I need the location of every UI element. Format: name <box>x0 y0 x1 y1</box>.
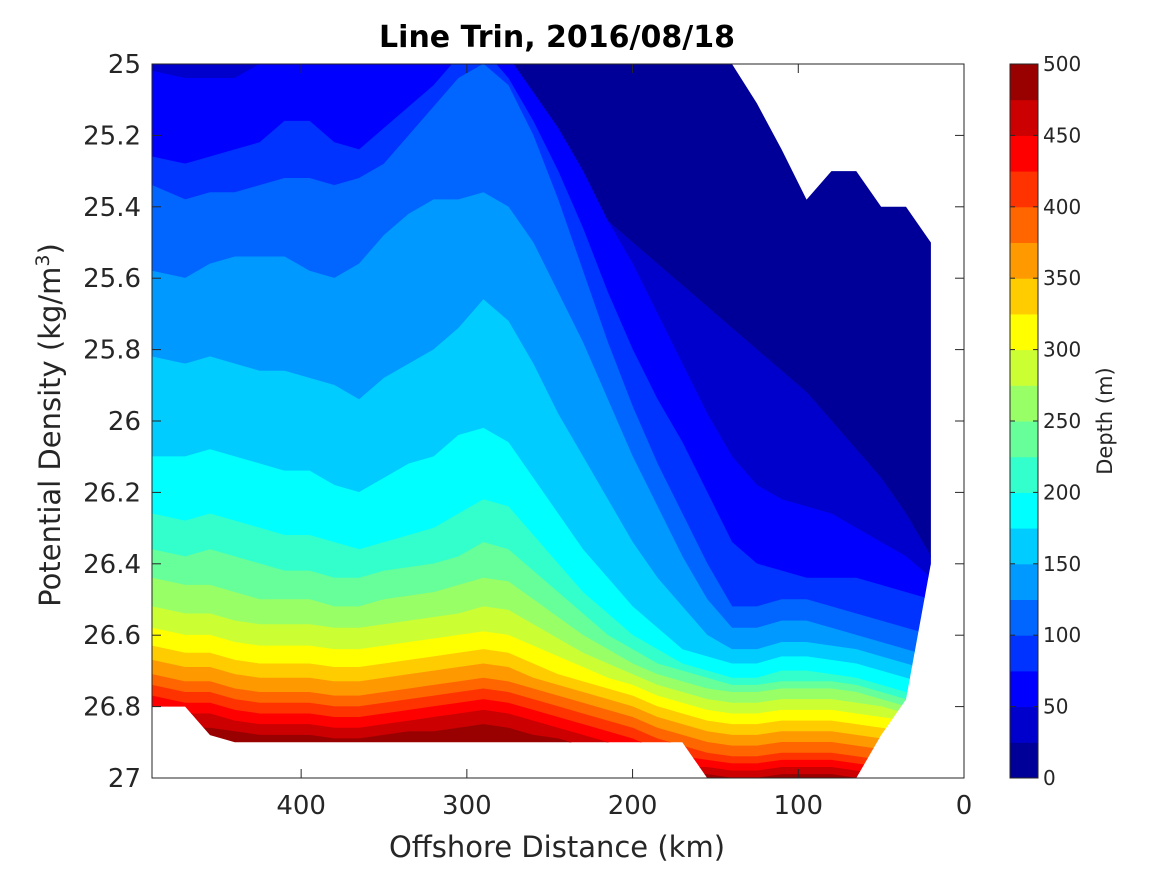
colorbar-label: Depth (m) <box>1093 367 1117 474</box>
contour-band <box>152 64 931 579</box>
x-axis-label: Offshore Distance (km) <box>389 830 725 864</box>
y-tick-label: 25.2 <box>83 121 141 151</box>
colorbar-segment <box>1010 99 1038 136</box>
colorbar-tick-label: 50 <box>1043 695 1068 719</box>
colorbar-segment <box>1010 278 1038 315</box>
x-tick-label: 200 <box>608 791 658 821</box>
y-axis-label-sup: 3 <box>32 254 54 266</box>
colorbar-segment <box>1010 563 1038 600</box>
y-axis-label: Potential Density (kg/m3) <box>32 243 67 607</box>
plot-area <box>152 64 964 778</box>
colorbar-segment <box>1010 492 1038 529</box>
x-tick-label: 0 <box>956 791 973 821</box>
y-tick-label: 26.6 <box>83 621 141 651</box>
y-tick-label: 26 <box>108 407 141 437</box>
colorbar-tick-label: 400 <box>1043 195 1081 219</box>
contour-band <box>152 64 931 558</box>
y-tick-label: 25.6 <box>83 264 141 294</box>
colorbar-segment <box>1010 706 1038 743</box>
colorbar: 0 50 100 150 200 250 300 350 400 450 500 <box>1009 52 1081 790</box>
colorbar-segment <box>1010 742 1038 779</box>
colorbar-segment <box>1010 599 1038 636</box>
colorbar-segment <box>1010 313 1038 351</box>
colorbar-tick-label: 500 <box>1043 52 1081 76</box>
colorbar-segment <box>1010 135 1038 172</box>
y-tick-label: 25.4 <box>83 193 141 223</box>
y-tick-label: 27 <box>108 764 141 794</box>
colorbar-segment <box>1010 670 1038 708</box>
colorbar-segment <box>1010 635 1038 672</box>
colorbar-segment <box>1010 421 1038 458</box>
x-tick-label: 100 <box>773 791 823 821</box>
colorbar-segment <box>1010 206 1038 243</box>
colorbar-segment <box>1010 171 1038 208</box>
y-tick-label: 25 <box>108 50 141 80</box>
colorbar-segment <box>1010 385 1038 422</box>
x-tick-label: 400 <box>276 791 326 821</box>
y-tick-label: 25.8 <box>83 336 141 366</box>
y-tick-label: 26.2 <box>83 478 141 508</box>
y-axis-label-close: ) <box>33 243 67 254</box>
colorbar-tick-label: 450 <box>1043 123 1081 147</box>
colorbar-segment <box>1010 242 1038 279</box>
colorbar-segment <box>1010 349 1038 386</box>
colorbar-segment <box>1010 456 1038 493</box>
chart-title: Line Trin, 2016/08/18 <box>379 20 735 55</box>
colorbar-tick-label: 250 <box>1043 409 1081 433</box>
colorbar-tick-label: 200 <box>1043 480 1081 504</box>
x-tick-label: 300 <box>442 791 492 821</box>
colorbar-tick-label: 300 <box>1043 338 1081 362</box>
colorbar-tick-label: 100 <box>1043 623 1081 647</box>
y-tick-label: 26.8 <box>83 693 141 723</box>
y-axis-label-main: Potential Density (kg/m <box>33 267 67 607</box>
colorbar-tick-label: 0 <box>1043 766 1056 790</box>
colorbar-segment <box>1010 528 1038 565</box>
colorbar-tick-label: 150 <box>1043 552 1081 576</box>
y-tick-label: 26.4 <box>83 550 141 580</box>
axes: 400 300 200 100 0 25 25.2 25.4 25.6 25.8 26 26.2 26.… <box>83 50 972 821</box>
colorbar-tick-label: 350 <box>1043 266 1081 290</box>
colorbar-segment <box>1010 64 1038 101</box>
